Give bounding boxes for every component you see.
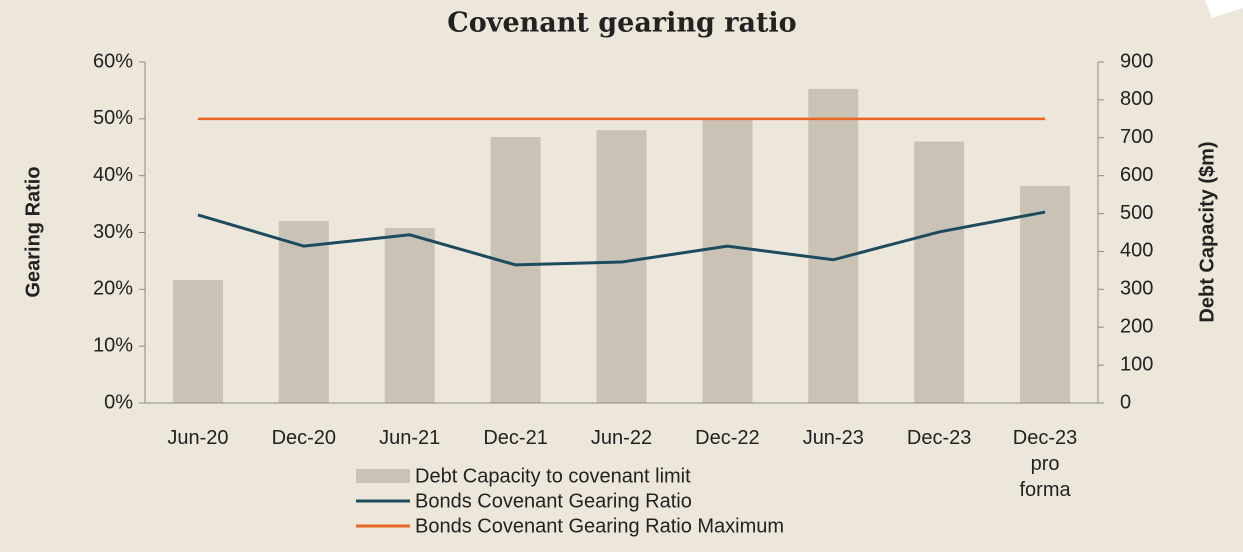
bar (172, 279, 223, 403)
bar (596, 130, 647, 403)
legend-label: Bonds Covenant Gearing Ratio (415, 490, 692, 512)
x-tick-label: Jun-21 (379, 427, 441, 449)
line-series (197, 210, 1046, 267)
y-tick-label: 40% (93, 164, 133, 186)
bar (702, 118, 753, 403)
x-tick-label: Dec-21 (483, 427, 548, 449)
bar (278, 221, 329, 403)
x-tick-label: Jun-20 (167, 427, 229, 449)
bar (914, 141, 965, 404)
y2-tick-label: 700 (1120, 126, 1153, 148)
y-tick-label: 20% (93, 278, 133, 300)
y2-tick-label: 500 (1120, 202, 1153, 224)
x-tick-label: Dec-22 (695, 427, 760, 449)
x-tick-label: Dec-23 (906, 427, 972, 449)
x-tick-label: Jun-22 (590, 427, 653, 449)
x-tick-label: Dec-20 (271, 427, 337, 449)
y2-tick-label: 0 (1120, 391, 1131, 413)
bar (490, 137, 541, 403)
y-tick-label: 60% (93, 50, 133, 72)
bar (1020, 185, 1071, 403)
y-tick-label: 30% (93, 221, 133, 243)
y2-tick-label: 900 (1120, 50, 1153, 72)
x-tick-label: Dec-23 pro forma (1012, 427, 1078, 501)
y2-axis-title: Debt Capacity ($m) (1196, 141, 1218, 322)
x-tick-label: Jun-23 (802, 427, 864, 449)
corner-decoration (1205, 0, 1243, 18)
y2-tick-label: 200 (1120, 316, 1153, 338)
y2-tick-label: 400 (1120, 240, 1153, 262)
y2-tick-label: 800 (1120, 88, 1153, 110)
y-axis-title: Gearing Ratio (22, 166, 44, 297)
legend-swatch (356, 469, 410, 483)
y2-tick-label: 100 (1120, 353, 1153, 375)
y-tick-label: 50% (93, 107, 133, 129)
y2-tick-label: 600 (1120, 164, 1153, 186)
y-tick-label: 10% (93, 334, 133, 356)
bar (384, 227, 435, 403)
chart-title: Covenant gearing ratio (447, 8, 796, 39)
bar (808, 88, 859, 403)
legend-label: Debt Capacity to covenant limit (415, 465, 691, 487)
y2-tick-label: 300 (1120, 278, 1153, 300)
y-tick-label: 0% (104, 391, 133, 413)
legend-label: Bonds Covenant Gearing Ratio Maximum (415, 515, 784, 537)
